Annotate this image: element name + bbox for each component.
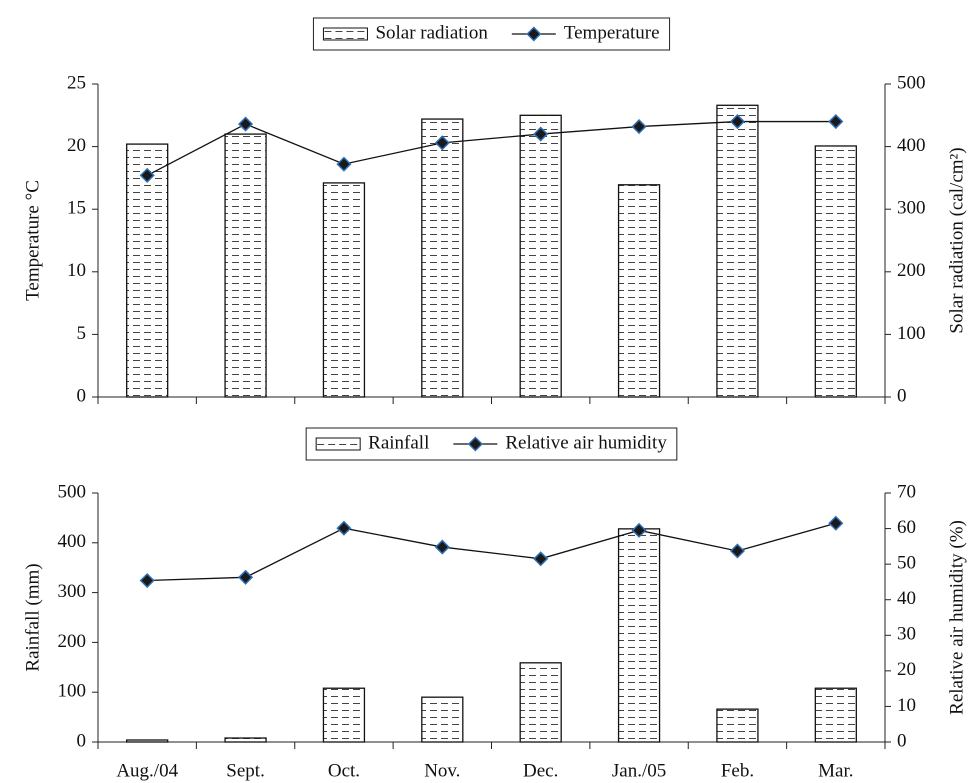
y-tick-label: 400 bbox=[58, 531, 87, 552]
y2-tick-label: 200 bbox=[897, 260, 926, 281]
bar bbox=[716, 104, 759, 398]
legend-swatch bbox=[315, 437, 361, 451]
bar bbox=[814, 687, 857, 743]
marker bbox=[238, 116, 254, 132]
legend-swatch bbox=[322, 27, 368, 41]
y2-tick-label: 40 bbox=[897, 588, 916, 609]
y-tick-label: 500 bbox=[58, 481, 87, 502]
bar bbox=[322, 182, 366, 398]
marker bbox=[336, 156, 352, 172]
y2-tick-label: 0 bbox=[897, 730, 907, 751]
bar bbox=[224, 737, 267, 743]
y-tick-label: 15 bbox=[67, 198, 86, 219]
marker bbox=[729, 543, 745, 559]
legend-label: Temperature bbox=[564, 22, 660, 43]
legend-label: Relative air humidity bbox=[505, 432, 667, 453]
marker bbox=[533, 551, 549, 567]
y2-tick-label: 70 bbox=[897, 481, 916, 502]
y2-tick-label: 300 bbox=[897, 198, 926, 219]
bar bbox=[519, 662, 562, 743]
marker bbox=[828, 515, 844, 531]
x-tick-label: Jan./05 bbox=[612, 760, 666, 781]
y-tick-label: 200 bbox=[58, 631, 87, 652]
y2-tick-label: 50 bbox=[897, 553, 916, 574]
legend-box bbox=[312, 17, 671, 51]
marker bbox=[139, 167, 155, 183]
x-tick-label: Nov. bbox=[424, 760, 460, 781]
bar bbox=[814, 145, 857, 398]
legend-label: Solar radiation bbox=[375, 22, 488, 43]
y2-axis-label: Solar radiation (cal/cm²) bbox=[946, 147, 967, 333]
bar bbox=[224, 133, 267, 398]
y-tick-label: 100 bbox=[58, 681, 87, 702]
y-tick-label: 300 bbox=[58, 581, 87, 602]
line bbox=[146, 120, 836, 176]
x-tick-label: Dec. bbox=[523, 760, 558, 781]
y-tick-label: 0 bbox=[77, 385, 87, 406]
y-tick-label: 5 bbox=[77, 323, 87, 344]
bar bbox=[617, 528, 661, 743]
bar bbox=[322, 687, 366, 743]
y2-tick-label: 10 bbox=[897, 695, 916, 716]
bar bbox=[421, 696, 464, 743]
x-tick-label: Oct. bbox=[328, 760, 360, 781]
y2-tick-label: 20 bbox=[897, 659, 916, 680]
marker bbox=[631, 522, 647, 538]
legend-marker bbox=[526, 26, 542, 42]
legend-label: Rainfall bbox=[368, 432, 429, 453]
bar bbox=[421, 118, 464, 398]
marker bbox=[631, 119, 647, 135]
y2-tick-label: 400 bbox=[897, 135, 926, 156]
marker bbox=[729, 113, 745, 130]
legend-marker bbox=[467, 436, 483, 452]
x-tick-label: Sept. bbox=[226, 760, 265, 781]
y2-tick-label: 30 bbox=[897, 624, 916, 645]
y-tick-label: 0 bbox=[77, 730, 87, 751]
marker bbox=[828, 113, 844, 130]
y2-tick-label: 0 bbox=[897, 385, 907, 406]
x-tick-label: Feb. bbox=[721, 760, 754, 781]
marker bbox=[434, 135, 450, 151]
y-tick-label: 10 bbox=[67, 260, 86, 281]
line bbox=[147, 522, 836, 582]
y-axis-label: Rainfall (mm) bbox=[22, 563, 43, 671]
bar bbox=[519, 114, 562, 398]
marker bbox=[238, 569, 254, 585]
bar bbox=[716, 708, 759, 743]
y2-axis-label: Relative air humidity (%) bbox=[946, 520, 967, 715]
marker bbox=[533, 126, 549, 142]
y-tick-label: 25 bbox=[67, 72, 86, 93]
y-axis-label: Temperature °C bbox=[22, 180, 43, 301]
marker bbox=[336, 520, 352, 536]
y2-tick-label: 500 bbox=[897, 72, 926, 93]
bar bbox=[126, 739, 169, 743]
marker bbox=[434, 539, 450, 555]
x-tick-label: Aug./04 bbox=[116, 760, 178, 781]
y2-tick-label: 60 bbox=[897, 517, 916, 538]
bar bbox=[126, 143, 169, 398]
y2-tick-label: 100 bbox=[897, 323, 926, 344]
legend: Solar radiation Temperature bbox=[312, 17, 671, 51]
bar bbox=[617, 184, 661, 398]
x-tick-label: Mar. bbox=[818, 760, 853, 781]
y-tick-label: 20 bbox=[67, 135, 86, 156]
marker bbox=[139, 572, 155, 589]
legend: Rainfall Relative air humidity bbox=[305, 427, 678, 461]
